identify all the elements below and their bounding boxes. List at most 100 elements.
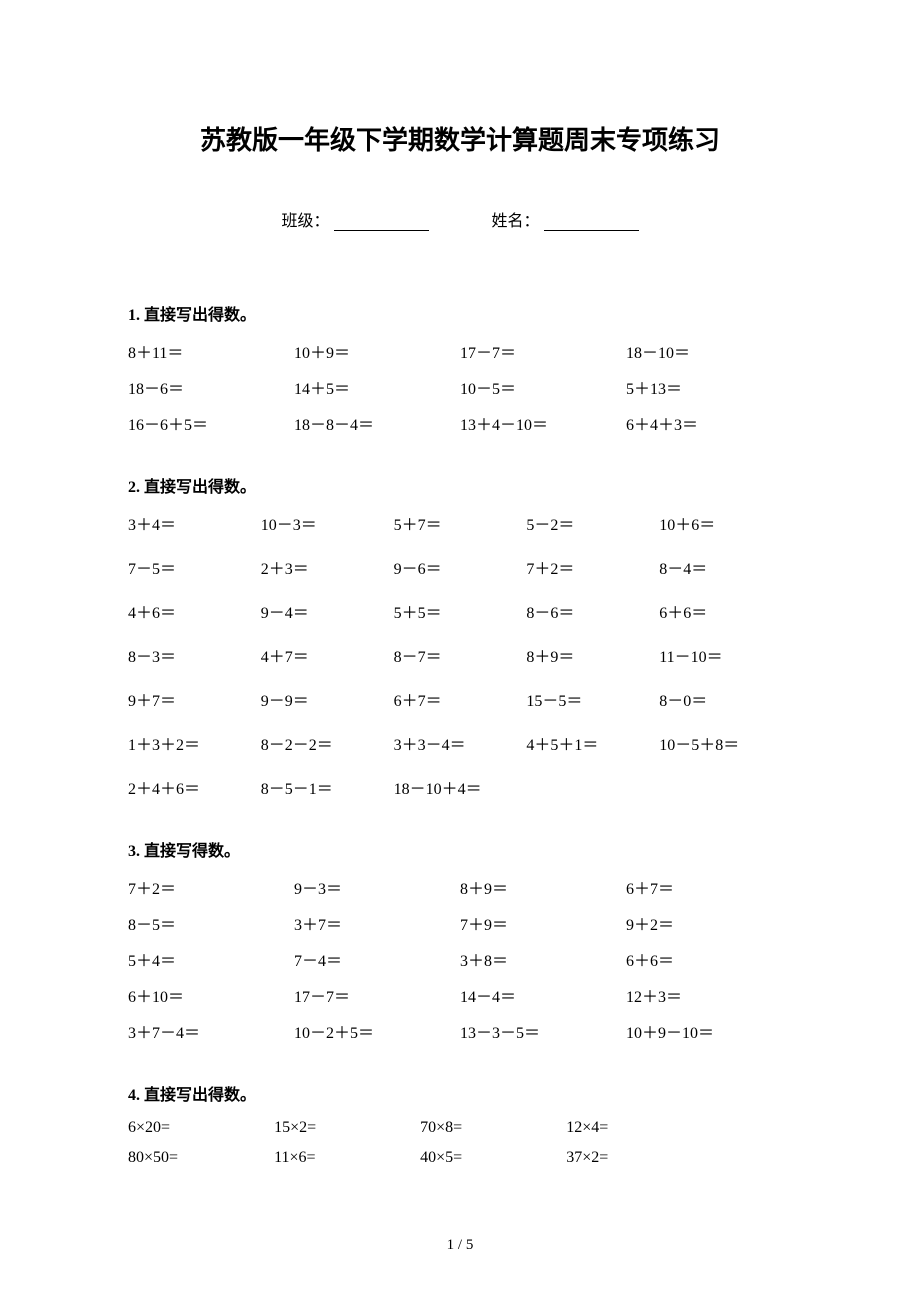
problem-cell: [526, 775, 659, 799]
problem-cell: 70×8=: [420, 1119, 566, 1137]
problem-row: 6×20=15×2=70×8=12×4=: [128, 1119, 792, 1137]
class-blank: [334, 216, 429, 231]
problem-cell: 18－10＝: [626, 339, 792, 363]
section: 3. 直接写得数。 7＋2＝9－3＝8＋9＝6＋7＝ 8－5＝3＋7＝7＋9＝9＋2…: [128, 837, 792, 1043]
problem-cell: 37×2=: [566, 1149, 712, 1167]
problem-cell: 8＋11＝: [128, 339, 294, 363]
problem-cell: 10－2＋5＝: [294, 1019, 460, 1043]
problem-cell: 11×6=: [274, 1149, 420, 1167]
problem-cell: 18－6＝: [128, 375, 294, 399]
section-header: 1. 直接写出得数。: [128, 301, 792, 325]
problem-cell: 3＋3－4＝: [394, 731, 527, 755]
problem-row: 7＋2＝9－3＝8＋9＝6＋7＝: [128, 875, 792, 899]
problem-cell: 40×5=: [420, 1149, 566, 1167]
problem-cell: 15×2=: [274, 1119, 420, 1137]
problem-row: 3＋7－4＝10－2＋5＝13－3－5＝10＋9－10＝: [128, 1019, 792, 1043]
problem-cell: 14＋5＝: [294, 375, 460, 399]
section: 4. 直接写出得数。 6×20=15×2=70×8=12×4= 80×50=11×6…: [128, 1081, 792, 1167]
problem-cell: 1＋3＋2＝: [128, 731, 261, 755]
problem-cell: 6＋4＋3＝: [626, 411, 792, 435]
problem-row: 8＋11＝10＋9＝17－7＝18－10＝: [128, 339, 792, 363]
section-number: 3.: [128, 843, 140, 860]
section-number: 4.: [128, 1087, 140, 1104]
problem-cell: 6＋7＝: [626, 875, 792, 899]
problem-cell: 9－3＝: [294, 875, 460, 899]
problem-cell: 7＋2＝: [128, 875, 294, 899]
problem-cell: 13＋4－10＝: [460, 411, 626, 435]
problem-cell: 10＋9＝: [294, 339, 460, 363]
name-label: 姓名：: [492, 207, 540, 231]
name-blank: [544, 216, 639, 231]
problem-row: 16－6＋5＝18－8－4＝13＋4－10＝6＋4＋3＝: [128, 411, 792, 435]
problem-cell: 18－10＋4＝: [394, 775, 527, 799]
problem-cell: 17－7＝: [294, 983, 460, 1007]
problem-cell: 80×50=: [128, 1149, 274, 1167]
problem-cell: 10－3＝: [261, 511, 394, 535]
section: 1. 直接写出得数。 8＋11＝10＋9＝17－7＝18－10＝ 18－6＝14＋5…: [128, 301, 792, 435]
problem-cell: 8＋9＝: [460, 875, 626, 899]
problem-cell: 3＋7－4＝: [128, 1019, 294, 1043]
problem-cell: 9＋7＝: [128, 687, 261, 711]
section-title: 直接写出得数。: [144, 1087, 256, 1104]
problem-cell: 8－7＝: [394, 643, 527, 667]
problem-cell: 13－3－5＝: [460, 1019, 626, 1043]
problem-cell: 18－8－4＝: [294, 411, 460, 435]
problem-cell: 8－2－2＝: [261, 731, 394, 755]
problem-row: 18－6＝14＋5＝10－5＝5＋13＝: [128, 375, 792, 399]
problem-row: 7－5＝2＋3＝9－6＝7＋2＝8－4＝: [128, 555, 792, 579]
problem-row: 2＋4＋6＝8－5－1＝18－10＋4＝: [128, 775, 792, 799]
class-label: 班级：: [281, 207, 329, 231]
problem-cell: 6＋6＝: [659, 599, 792, 623]
section-title: 直接写出得数。: [144, 479, 256, 496]
problem-row: 6＋10＝17－7＝14－4＝12＋3＝: [128, 983, 792, 1007]
problem-cell: 8－5－1＝: [261, 775, 394, 799]
section-title: 直接写出得数。: [144, 307, 256, 324]
problem-row: 3＋4＝10－3＝5＋7＝5－2＝10＋6＝: [128, 511, 792, 535]
problem-row: 80×50=11×6=40×5=37×2=: [128, 1149, 792, 1167]
problem-cell: 9－6＝: [394, 555, 527, 579]
worksheet-title: 苏教版一年级下学期数学计算题周末专项练习: [128, 120, 792, 157]
problem-cell: 7－5＝: [128, 555, 261, 579]
problem-cell: 6＋7＝: [394, 687, 527, 711]
problem-cell: 12＋3＝: [626, 983, 792, 1007]
problem-cell: 7＋2＝: [526, 555, 659, 579]
problem-cell: 8－4＝: [659, 555, 792, 579]
problem-row: 1＋3＋2＝8－2－2＝3＋3－4＝4＋5＋1＝10－5＋8＝: [128, 731, 792, 755]
problem-cell: 12×4=: [566, 1119, 712, 1137]
problem-cell: 3＋8＝: [460, 947, 626, 971]
sections-container: 1. 直接写出得数。8＋11＝10＋9＝17－7＝18－10＝18－6＝14＋5…: [128, 301, 792, 1167]
problem-cell: 2＋4＋6＝: [128, 775, 261, 799]
problem-cell: 6＋6＝: [626, 947, 792, 971]
section-title: 直接写得数。: [144, 843, 240, 860]
problem-cell: 16－6＋5＝: [128, 411, 294, 435]
problem-cell: 7－4＝: [294, 947, 460, 971]
problem-row: 5＋4＝7－4＝3＋8＝6＋6＝: [128, 947, 792, 971]
problem-cell: 17－7＝: [460, 339, 626, 363]
problem-cell: 7＋9＝: [460, 911, 626, 935]
problem-row: 9＋7＝9－9＝6＋7＝15－5＝8－0＝: [128, 687, 792, 711]
problem-cell: 9－4＝: [261, 599, 394, 623]
problem-row: 8－5＝3＋7＝7＋9＝9＋2＝: [128, 911, 792, 935]
problem-row: 4＋6＝9－4＝5＋5＝8－6＝6＋6＝: [128, 599, 792, 623]
problem-cell: 5＋4＝: [128, 947, 294, 971]
problem-cell: 8－0＝: [659, 687, 792, 711]
section: 2. 直接写出得数。 3＋4＝10－3＝5＋7＝5－2＝10＋6＝ 7－5＝2＋3＝…: [128, 473, 792, 799]
problem-cell: 9＋2＝: [626, 911, 792, 935]
problem-cell: 6×20=: [128, 1119, 274, 1137]
problem-cell: 6＋10＝: [128, 983, 294, 1007]
section-header: 2. 直接写出得数。: [128, 473, 792, 497]
problem-cell: 15－5＝: [526, 687, 659, 711]
problem-cell: 10＋9－10＝: [626, 1019, 792, 1043]
problem-cell: 14－4＝: [460, 983, 626, 1007]
section-number: 1.: [128, 307, 140, 324]
problem-cell: 11－10＝: [659, 643, 792, 667]
problem-cell: 8－3＝: [128, 643, 261, 667]
problem-cell: 5＋7＝: [394, 511, 527, 535]
problem-row: 8－3＝4＋7＝8－7＝8＋9＝11－10＝: [128, 643, 792, 667]
problem-cell: 4＋6＝: [128, 599, 261, 623]
section-header: 4. 直接写出得数。: [128, 1081, 792, 1105]
problem-cell: 5－2＝: [526, 511, 659, 535]
problem-cell: 9－9＝: [261, 687, 394, 711]
problem-cell: 8－6＝: [526, 599, 659, 623]
problem-cell: 10＋6＝: [659, 511, 792, 535]
